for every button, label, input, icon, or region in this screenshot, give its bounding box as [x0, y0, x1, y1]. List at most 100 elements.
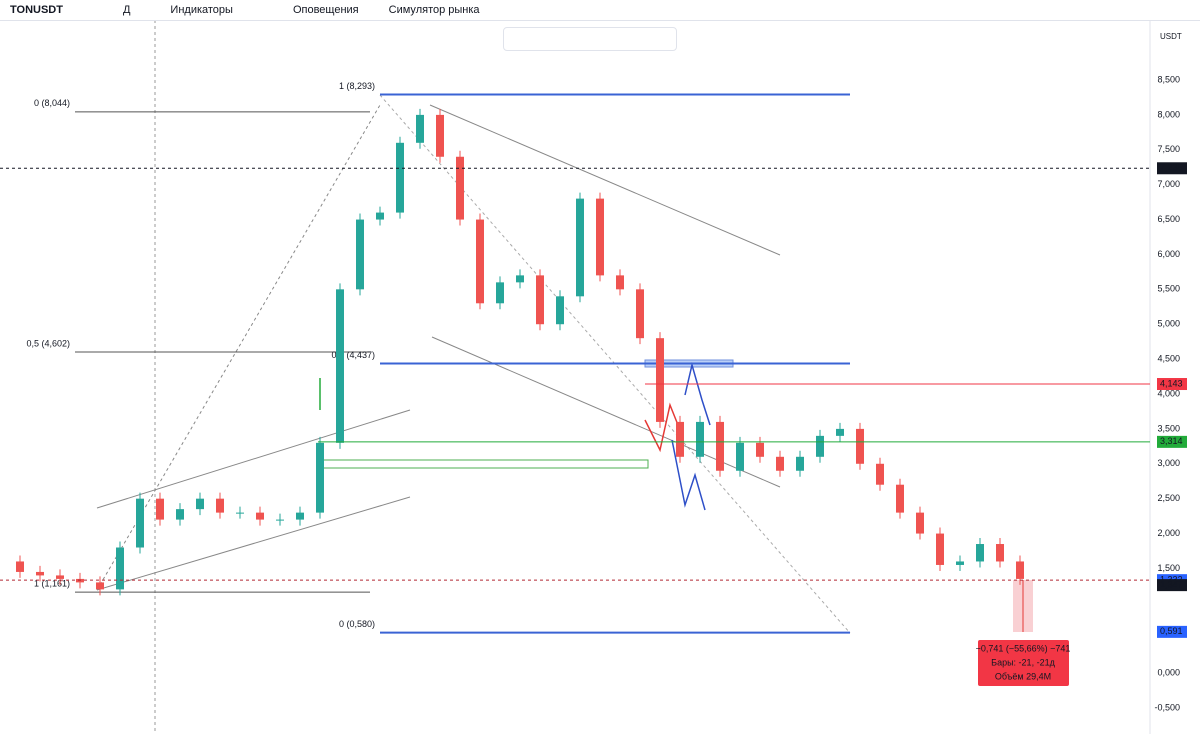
candle-body: [216, 498, 224, 513]
price-tag: [1157, 162, 1187, 175]
candle-body: [956, 561, 964, 565]
y-tick-label: 3,000: [1157, 458, 1180, 468]
top-toolbar: TONUSDT Д Индикаторы Оповещения Симулято…: [0, 0, 1200, 21]
alerts[interactable]: Оповещения: [292, 4, 359, 16]
y-tick-label: 7,500: [1157, 144, 1180, 154]
channel-line: [96, 409, 411, 509]
candle-body: [96, 582, 104, 590]
price-tag-label: 3,314: [1160, 436, 1183, 446]
candle-body: [136, 498, 144, 548]
candle-body: [276, 519, 284, 521]
candle-body: [416, 114, 424, 143]
measure-text: Объём 29,4M: [995, 671, 1051, 681]
y-tick-label: 5,000: [1157, 319, 1180, 329]
y-tick-label: 2,000: [1157, 528, 1180, 538]
candle-body: [596, 198, 604, 276]
candle-body: [556, 296, 564, 325]
measure-text: Бары: -21, -21д: [991, 657, 1055, 667]
fib-label: 1 (8,293): [339, 81, 375, 91]
candle-body: [1016, 561, 1024, 579]
y-tick-label: 6,500: [1157, 214, 1180, 224]
symbol[interactable]: TONUSDT: [10, 4, 63, 16]
y-tick-label: 4,500: [1157, 353, 1180, 363]
candle-body: [396, 142, 404, 213]
candle-body: [676, 421, 684, 457]
candle-body: [476, 219, 484, 304]
fib-label: 0 (8,044): [34, 98, 70, 108]
candle-body: [576, 198, 584, 297]
channel-line: [96, 496, 411, 591]
candle-body: [656, 338, 664, 422]
currency[interactable]: USDT: [1160, 32, 1182, 41]
candle-body: [36, 571, 44, 576]
arrow: [671, 439, 706, 511]
replay[interactable]: Симулятор рынка: [388, 4, 480, 16]
y-tick-label: 1,500: [1157, 563, 1180, 573]
y-tick-label: 5,500: [1157, 284, 1180, 294]
trend-dashed: [379, 94, 851, 634]
y-tick-label: 7,000: [1157, 179, 1180, 189]
y-tick-label: 8,500: [1157, 74, 1180, 84]
arrow: [684, 362, 711, 426]
y-tick-label: 4,000: [1157, 388, 1180, 398]
candle-body: [996, 544, 1004, 562]
candle-body: [696, 421, 704, 457]
price-tag: [1157, 579, 1187, 592]
measure-text: −0,741 (−55,66%) −741: [976, 643, 1071, 653]
candle-body: [336, 289, 344, 443]
candle-body: [796, 456, 804, 471]
price-tag: [1157, 378, 1187, 391]
candle-body: [616, 275, 624, 290]
candle-body: [516, 275, 524, 283]
arrow: [644, 402, 679, 453]
candle-body: [536, 275, 544, 325]
fib-label: 1 (1,161): [34, 578, 70, 588]
candle-body: [736, 442, 744, 471]
candle-body: [356, 219, 364, 290]
measure-box: [978, 640, 1069, 686]
candle-body: [936, 533, 944, 565]
drawing-toolbar: [503, 27, 677, 51]
candle-body: [296, 512, 304, 520]
candle-body: [716, 421, 724, 471]
price-tag-label: 1,347: [1160, 579, 1183, 589]
candle-body: [916, 512, 924, 534]
candle-body: [496, 282, 504, 304]
fib-label: 0,5 (4,602): [26, 338, 70, 348]
candle-body: [856, 428, 864, 464]
price-tag-label: 0,591: [1160, 626, 1183, 636]
candle-body: [256, 512, 264, 520]
price-tag: [1157, 625, 1187, 638]
candle-body: [156, 498, 164, 520]
price-tag-label: 7,235: [1160, 163, 1183, 173]
candle-body: [196, 498, 204, 510]
candle-body: [636, 289, 644, 339]
price-tag-label: 4,143: [1160, 378, 1183, 388]
y-tick-label: 3,500: [1157, 423, 1180, 433]
y-tick-label: 0,000: [1157, 667, 1180, 677]
candle-body: [876, 463, 884, 485]
candle-body: [776, 456, 784, 471]
channel-line: [429, 104, 781, 256]
candle-body: [116, 547, 124, 590]
candle-body: [376, 212, 384, 220]
candle-body: [816, 435, 824, 457]
candle-body: [976, 544, 984, 562]
candle-body: [436, 114, 444, 157]
indicators[interactable]: Индикаторы: [170, 4, 233, 16]
y-tick-label: 2,500: [1157, 493, 1180, 503]
candle-body: [56, 575, 64, 579]
fib-label: 0,5 (4,437): [331, 350, 375, 360]
y-tick-label: 6,000: [1157, 249, 1180, 259]
candle-body: [896, 484, 904, 513]
candle-body: [456, 156, 464, 220]
candle-body: [176, 509, 184, 520]
candle-body: [316, 442, 324, 513]
candle-body: [16, 561, 24, 572]
interval[interactable]: Д: [122, 4, 131, 16]
candle-body: [836, 428, 844, 436]
candle-body: [756, 442, 764, 457]
candle-body: [236, 512, 244, 514]
